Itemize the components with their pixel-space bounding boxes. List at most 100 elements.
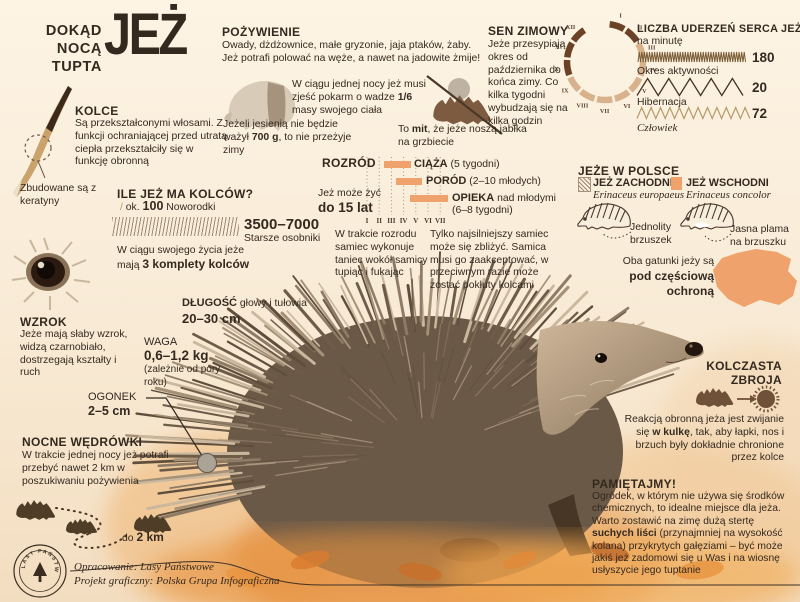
svg-text:VII: VII xyxy=(435,217,446,225)
adult-count: 3500–7000 xyxy=(244,216,320,233)
tree-icon xyxy=(33,562,47,576)
zachodni-name: JEŻ ZACHODNI xyxy=(593,177,673,189)
rozrod-gantt: I II III IV V VI VII xyxy=(366,157,448,225)
serce-value-hibernation: 20 xyxy=(752,80,768,95)
svg-text:X: X xyxy=(554,66,559,73)
svg-text:VII: VII xyxy=(600,108,610,115)
wzrok-heading: WZROK xyxy=(20,315,67,329)
lifespan-value: do 15 lat xyxy=(318,200,373,215)
hedgehog-face xyxy=(536,321,704,435)
night-trail xyxy=(16,500,172,549)
serce-heading: LICZBA UDERZEŃ SERCA JEŻA xyxy=(637,23,800,35)
credit-line-2: Projekt graficzny: Polska Grupa Infograf… xyxy=(74,575,280,587)
swatch-wschodni xyxy=(671,177,682,190)
ogonek-label: OGONEK xyxy=(88,391,137,403)
pamietajmy-body: Ogródek, w którym nie używa się środków … xyxy=(592,491,785,577)
kolce-caption: Zbudowane są z keratyny xyxy=(20,183,97,207)
pozywienie-intro1: Owady, dżdżownice, małe gryzonie, jaja p… xyxy=(222,40,472,51)
svg-text:IV: IV xyxy=(650,67,657,74)
serce-label-human: Człowiek xyxy=(637,122,678,134)
apple-myth-text: To mit, że jeże noszą jabłka na grzbieci… xyxy=(398,124,527,148)
dlugosc-value: 20–30 cm xyxy=(182,311,241,326)
rozrod-heading: ROZRÓD xyxy=(322,156,376,170)
waga-value: 0,6–1,2 kg xyxy=(144,348,209,363)
ile-kolcow-heading: ILE JEŻ MA KOLCÓW? xyxy=(117,187,254,201)
nocne-heading: NOCNE WĘDRÓWKI xyxy=(22,435,143,449)
svg-text:I: I xyxy=(619,13,622,20)
adult-count-label: Starsze osobniki xyxy=(244,233,321,244)
wschodni-callout: Jasna plama na brzuszku xyxy=(730,224,789,248)
hedgehog-outline-icon xyxy=(224,80,296,131)
svg-text:II: II xyxy=(376,217,382,225)
svg-text:IV: IV xyxy=(400,217,408,225)
svg-text:II: II xyxy=(637,25,642,32)
hedgehog-sketch-wschodni xyxy=(680,202,734,230)
rozrod-male: Tylko najsilniejszy samiec może się zbli… xyxy=(430,229,549,292)
credit-line-1: Opracowanie: Lasy Państwowe xyxy=(74,561,214,573)
pozywienie-autumn: Jeżeli jesienią nie będzie ważył 700 g, … xyxy=(223,119,352,156)
bar-label-porod: PORÓD (2–10 młodych) xyxy=(426,175,541,187)
tail-marker xyxy=(197,453,217,473)
nocne-body: W trakcie jednej nocy jeż potrafi przeby… xyxy=(22,450,169,487)
svg-text:IX: IX xyxy=(562,87,569,94)
zachodni-callout: Jednolity brzuszek xyxy=(630,222,672,246)
title-kicker: DOKĄD NOCĄ TUPTA xyxy=(45,23,102,75)
bar-label-opieka2: (6–8 tygodni) xyxy=(452,205,513,216)
serce-value-human: 72 xyxy=(752,106,768,121)
footer-rule xyxy=(69,561,800,586)
ogonek-value: 2–5 cm xyxy=(88,404,131,418)
dlugosc-label: DŁUGOŚĆ głowy i tułowia xyxy=(182,297,307,309)
quill-icon xyxy=(13,86,72,197)
rozrod-dance: W trakcie rozrodu samiec wykonuje taniec… xyxy=(335,229,428,279)
svg-text:VIII: VIII xyxy=(576,102,588,109)
protection-note: Oba gatunki jeży są pod częściową ochron… xyxy=(622,256,714,298)
hedgehog-silhouette-icon xyxy=(66,518,98,535)
svg-text:I: I xyxy=(366,217,369,225)
svg-text:III: III xyxy=(648,44,656,51)
polska-heading: JEŻE W POLSCE xyxy=(578,164,680,178)
kolce-heading: KOLCE xyxy=(75,104,119,118)
svg-text:III: III xyxy=(387,217,395,225)
svg-text:XII: XII xyxy=(566,24,576,31)
zigzag-chart xyxy=(636,51,751,121)
swatch-zachodni xyxy=(578,177,591,192)
waga-note: (zależnie od pory roku) xyxy=(144,364,221,388)
wschodni-latin: Erinaceus concolor xyxy=(686,189,771,201)
serce-sub: na minutę xyxy=(637,36,683,47)
pozywienie-night: W ciągu jednej nocy jeż musi zjeść pokar… xyxy=(292,79,426,116)
distance-label: do 2 km xyxy=(122,530,164,544)
sen-zimowy-body: Jeże przesypiają okres od października d… xyxy=(488,39,568,127)
spine-density-band xyxy=(112,217,239,236)
waga-label: WAGA xyxy=(144,336,178,348)
pozywienie-intro2: Jeż potrafi polować na węże, a nawet na … xyxy=(222,53,481,64)
lifetime-sets: W ciągu swojego życia jeże mają 3 komple… xyxy=(117,245,250,271)
pamietajmy-heading: PAMIĘTAJMY! xyxy=(592,477,677,491)
svg-text:V: V xyxy=(413,217,418,225)
quill-tick-icon: / xyxy=(120,202,126,213)
hedgehog-silhouette-icon xyxy=(16,500,56,520)
hedgehog-apple-myth-icon xyxy=(426,75,503,135)
serce-label-hibernation: Hibernacja xyxy=(637,97,687,108)
pozywienie-heading: POŻYWIENIE xyxy=(222,25,301,39)
hedgehog-illustration xyxy=(125,251,704,588)
kolczasta-heading: KOLCZASTA ZBROJA xyxy=(706,359,782,387)
sen-zimowy-heading: SEN ZIMOWY xyxy=(488,24,569,38)
spiky-ball-icon xyxy=(752,385,780,413)
bar-label-opieka: OPIEKA nad młodymi xyxy=(452,192,556,204)
lifespan-pre: Jeż może żyć xyxy=(318,188,381,199)
hedgehog-nose xyxy=(685,342,703,356)
svg-text:VI: VI xyxy=(424,217,432,225)
hedgehog-eye xyxy=(595,353,607,363)
ogonek-pointer xyxy=(146,397,217,473)
svg-text:XI: XI xyxy=(555,43,563,50)
wzrok-body: Jeże mają słaby wzrok, widzą czarnobiało… xyxy=(20,329,128,379)
hedgehog-sketch-zachodni xyxy=(577,202,631,230)
kolce-body: Są przekształconymi włosami. Z funkcji o… xyxy=(75,118,227,168)
main-title: JEŻ xyxy=(104,2,188,67)
eye-illustration xyxy=(11,237,91,310)
serce-value-active: 180 xyxy=(752,50,775,65)
kolczasta-body: Reakcją obronną jeża jest zwijanie się w… xyxy=(624,414,784,464)
serce-label-active: Okres aktywności xyxy=(637,66,719,77)
svg-text:V: V xyxy=(642,88,647,95)
